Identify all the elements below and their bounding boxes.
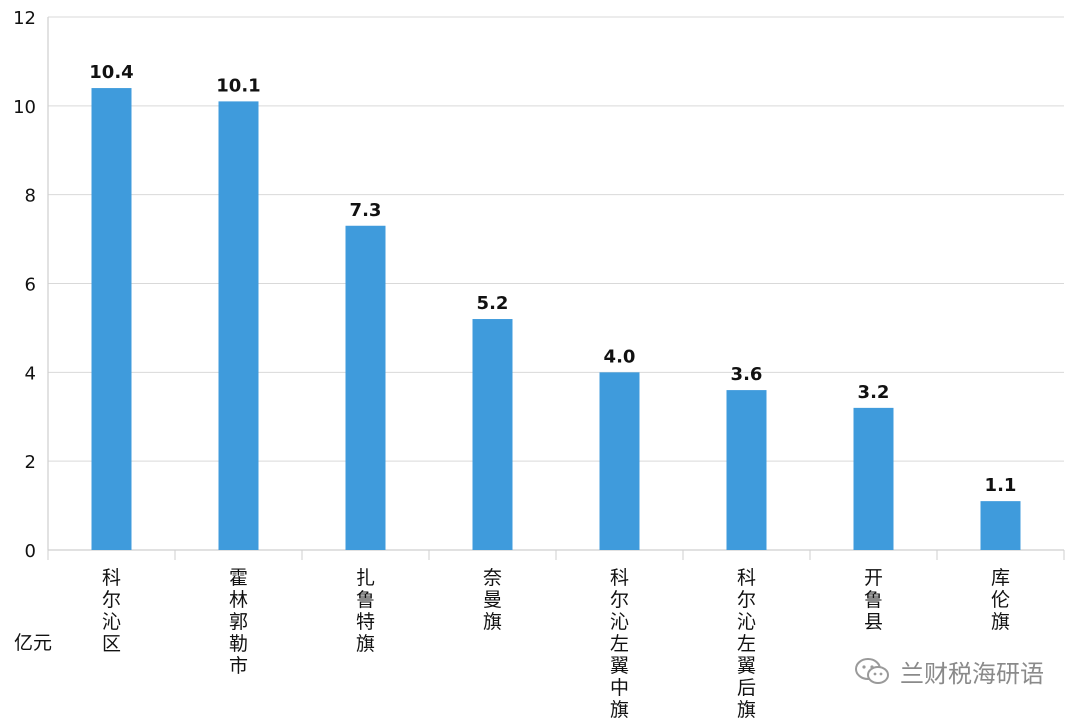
bar[interactable] — [472, 319, 513, 550]
bar[interactable] — [853, 407, 894, 550]
y-tick-label: 2 — [25, 452, 36, 473]
y-tick-label: 10 — [13, 97, 36, 118]
bar[interactable] — [345, 225, 386, 550]
x-tick-label: 开鲁县 — [864, 567, 883, 633]
data-label: 10.1 — [216, 75, 260, 96]
x-tick-label: 科尔沁左翼后旗 — [737, 567, 756, 720]
x-tick-label: 扎鲁特旗 — [356, 567, 375, 655]
x-tick-label: 库伦旗 — [991, 567, 1010, 633]
bar[interactable] — [980, 501, 1021, 550]
wechat-icon — [854, 657, 890, 687]
x-tick-label: 科尔沁区 — [102, 567, 121, 655]
y-tick-label: 4 — [25, 363, 36, 384]
data-label: 3.6 — [731, 364, 763, 385]
y-tick-label: 12 — [13, 8, 36, 29]
data-label: 7.3 — [350, 200, 382, 221]
bar[interactable] — [726, 390, 767, 550]
bar[interactable] — [91, 88, 132, 551]
watermark-text: 兰财税海研语 — [900, 660, 1044, 688]
y-tick-label: 8 — [25, 186, 36, 207]
bar[interactable] — [599, 372, 640, 550]
data-label: 1.1 — [985, 475, 1017, 496]
data-label: 5.2 — [477, 293, 509, 314]
watermark: 兰财税海研语 — [854, 654, 1044, 689]
x-tick-label: 科尔沁左翼中旗 — [610, 567, 629, 720]
y-tick-label: 6 — [25, 275, 36, 296]
data-label: 3.2 — [858, 382, 890, 403]
x-tick-label: 霍林郭勒市 — [229, 567, 248, 677]
data-label: 4.0 — [604, 346, 636, 367]
y-axis-unit-label: 亿元 — [14, 632, 53, 654]
y-tick-label: 0 — [25, 541, 36, 562]
data-label: 10.4 — [89, 62, 133, 83]
bar[interactable] — [218, 101, 259, 551]
x-tick-label: 奈曼旗 — [483, 567, 502, 633]
